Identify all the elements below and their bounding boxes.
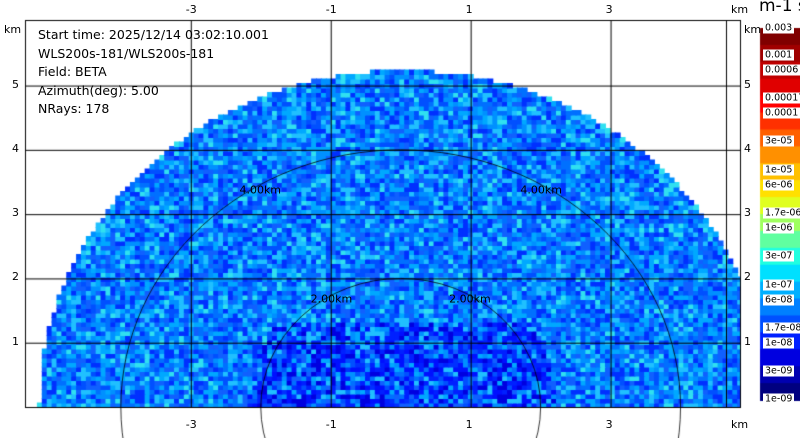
x-axis-label-top: km — [731, 3, 749, 16]
y-tick-left: 4 — [12, 141, 19, 155]
y-tick-right: 1 — [744, 334, 751, 348]
azimuth: Azimuth(deg): 5.00 — [38, 82, 159, 98]
plot-info: Start time: 2025/12/14 03:02:10.001 WLS2… — [38, 26, 269, 119]
colorbar-tick-label: 0.001 — [763, 49, 795, 61]
colorbar-tick-label: 3e-05 — [763, 135, 795, 147]
y-axis-label-left: km — [4, 23, 22, 36]
x-tick-bottom: -3 — [185, 418, 197, 431]
colorbar-tick-label: 0.0001 — [763, 107, 800, 119]
instrument: WLS200s-181/WLS200s-181 — [38, 45, 215, 61]
colorbar-tick-label: 3e-09 — [763, 365, 795, 377]
nrays: NRays: 178 — [38, 101, 110, 116]
start-time: Start time: 2025/12/14 03:02:10.001 — [38, 27, 269, 42]
y-tick-right: 5 — [744, 77, 751, 91]
x-tick-bottom: 1 — [465, 418, 473, 431]
y-tick-left: 3 — [12, 206, 19, 220]
colorbar-tick-label: 3e-07 — [763, 250, 795, 262]
range-ring-label: 2.00km — [449, 292, 491, 306]
colorbar-tick-label: 1e-09 — [763, 393, 795, 405]
y-tick-left: 5 — [12, 77, 19, 91]
colorbar-tick-label: 1.7e-06 — [763, 207, 800, 219]
range-ring-label: 4.00km — [239, 183, 282, 197]
x-tick-bottom: -1 — [325, 418, 337, 431]
y-tick-left: 2 — [12, 270, 19, 284]
y-tick-right: 3 — [744, 206, 751, 220]
colorbar-tick-label: 0.00017 — [763, 92, 800, 104]
colorbar-unit: m-1 sr-1 — [759, 0, 800, 16]
y-tick-right: 2 — [744, 270, 751, 284]
colorbar-tick-label: 1e-05 — [763, 164, 795, 176]
colorbar-tick-label: 1e-08 — [763, 337, 795, 349]
y-tick-left: 1 — [12, 334, 19, 348]
x-tick-top: 1 — [465, 3, 473, 16]
colorbar-tick-label: 6e-08 — [763, 294, 795, 306]
colorbar-tick-label: 1e-06 — [763, 222, 795, 234]
colorbar-tick-label: 0.0006 — [763, 64, 800, 76]
colorbar-tick-label: 0.003 — [763, 22, 795, 34]
y-axis-label-right: km — [744, 23, 762, 36]
range-ring-label: 4.00km — [520, 183, 562, 197]
range-ring-label: 2.00km — [310, 292, 353, 306]
x-tick-top: -1 — [325, 3, 337, 16]
x-tick-top: -3 — [185, 3, 197, 16]
field: Field: BETA — [38, 64, 107, 79]
colorbar-tick-label: 6e-06 — [763, 179, 795, 191]
x-tick-top: 3 — [605, 3, 613, 16]
y-tick-right: 4 — [744, 141, 751, 155]
x-axis-label-bottom: km — [731, 418, 749, 431]
colorbar-tick-label: 1.7e-08 — [763, 322, 800, 334]
x-tick-bottom: 3 — [605, 418, 613, 431]
colorbar-tick-label: 1e-07 — [763, 279, 795, 291]
